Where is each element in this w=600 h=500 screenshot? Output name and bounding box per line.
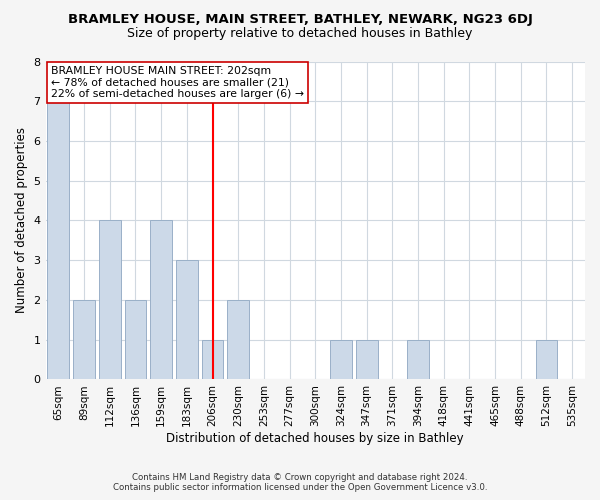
Text: BRAMLEY HOUSE, MAIN STREET, BATHLEY, NEWARK, NG23 6DJ: BRAMLEY HOUSE, MAIN STREET, BATHLEY, NEW… xyxy=(68,12,532,26)
Bar xyxy=(227,300,249,380)
Bar xyxy=(99,220,121,380)
Bar xyxy=(125,300,146,380)
Bar xyxy=(73,300,95,380)
Bar xyxy=(356,340,377,380)
Bar xyxy=(536,340,557,380)
Text: Size of property relative to detached houses in Bathley: Size of property relative to detached ho… xyxy=(127,28,473,40)
Bar xyxy=(176,260,198,380)
Text: Contains HM Land Registry data © Crown copyright and database right 2024.
Contai: Contains HM Land Registry data © Crown c… xyxy=(113,473,487,492)
Bar xyxy=(202,340,223,380)
Y-axis label: Number of detached properties: Number of detached properties xyxy=(15,128,28,314)
Text: BRAMLEY HOUSE MAIN STREET: 202sqm
← 78% of detached houses are smaller (21)
22% : BRAMLEY HOUSE MAIN STREET: 202sqm ← 78% … xyxy=(51,66,304,100)
Bar xyxy=(407,340,429,380)
Bar xyxy=(47,101,70,379)
Bar xyxy=(150,220,172,380)
Bar xyxy=(330,340,352,380)
X-axis label: Distribution of detached houses by size in Bathley: Distribution of detached houses by size … xyxy=(166,432,464,445)
